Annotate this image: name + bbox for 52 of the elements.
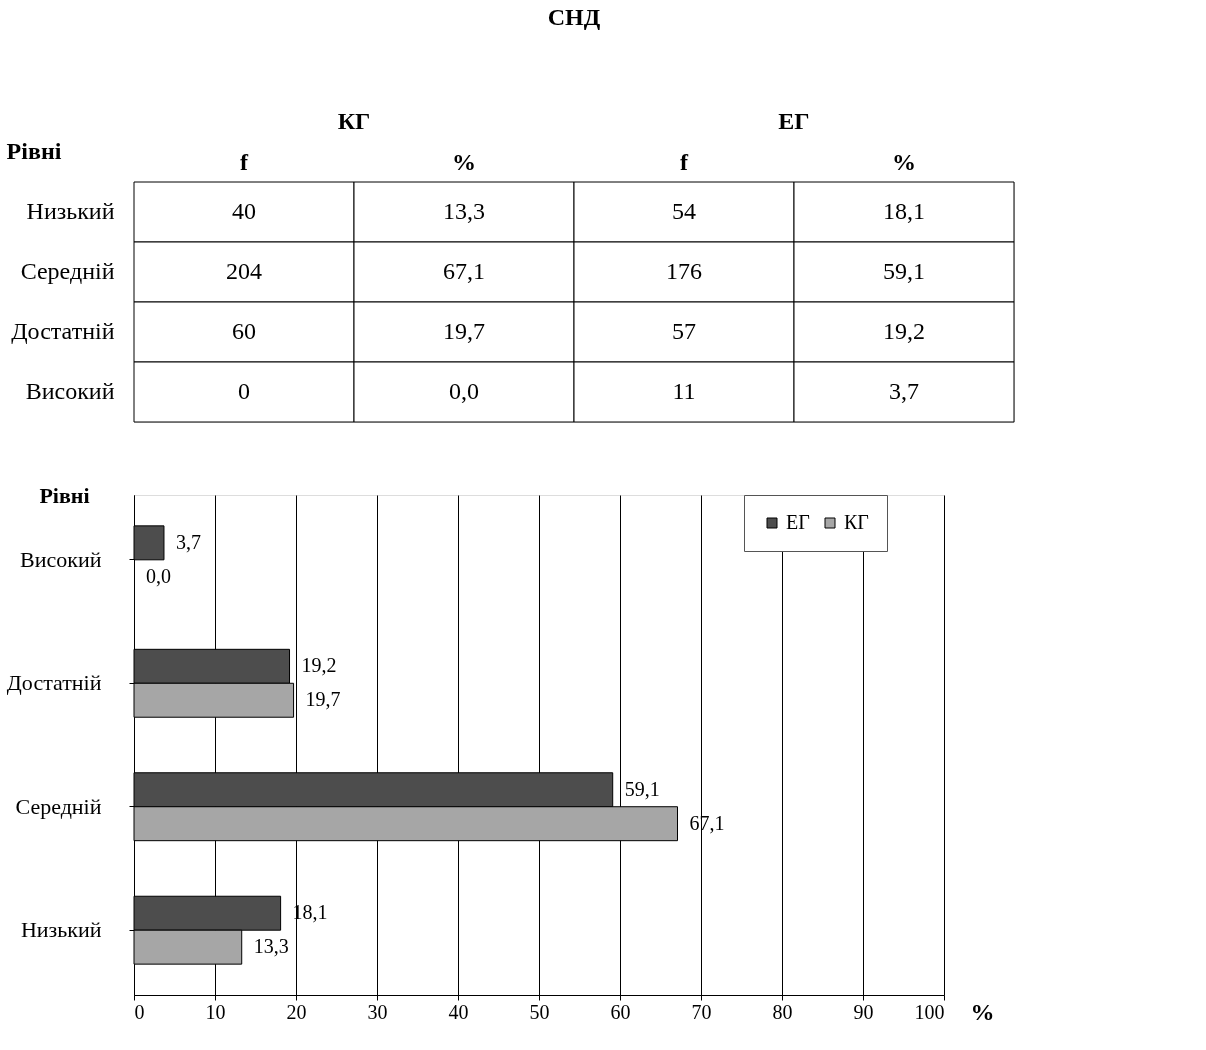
data-label: 18,1 <box>883 198 925 224</box>
x-tick-label: 40 <box>448 1000 469 1023</box>
data-label: 11 <box>672 378 696 404</box>
data-label: 204 <box>226 258 262 284</box>
data-label: 59,1 <box>624 777 660 800</box>
x-tick-label: % <box>452 148 476 175</box>
chart-title: СНД <box>547 4 601 30</box>
y-tick-label: Високий <box>25 378 115 404</box>
data-label: 0 <box>238 378 250 404</box>
y-tick-label: Середній <box>20 258 115 284</box>
y-tick-label: Низький <box>20 917 102 943</box>
data-label: 3,7 <box>889 378 919 404</box>
text: КГ <box>337 108 371 134</box>
data-label: 59,1 <box>883 258 925 284</box>
y-axis-title: Рівні <box>39 482 90 508</box>
x-tick-label: 30 <box>367 1000 388 1023</box>
x-tick-label: 90 <box>853 1000 874 1023</box>
data-label: 57 <box>672 318 696 344</box>
data-label: 54 <box>672 198 696 224</box>
data-label: 3,7 <box>175 530 201 553</box>
data-label: 0,0 <box>146 564 171 587</box>
y-tick-label: Достатній <box>11 318 115 344</box>
x-tick-label: 10 <box>205 1000 226 1023</box>
text: ЕГ <box>778 108 810 134</box>
x-tick-label: 60 <box>610 1000 631 1023</box>
x-tick-label: f <box>680 148 689 175</box>
y-tick-label: Достатній <box>6 670 102 696</box>
data-label: 19,2 <box>883 318 925 344</box>
x-tick-label: 50 <box>529 1000 550 1023</box>
data-label: 13,3 <box>443 198 485 224</box>
y-tick-label: Низький <box>26 198 115 224</box>
data-label: 19,2 <box>301 654 337 677</box>
x-tick-label: 80 <box>772 1000 793 1023</box>
y-tick-label: Високий <box>20 546 102 572</box>
data-label: 19,7 <box>305 688 341 711</box>
x-tick-label: 100 <box>914 1000 945 1023</box>
x-tick-label: 70 <box>691 1000 712 1023</box>
x-tick-label: 20 <box>286 1000 307 1023</box>
data-label: 60 <box>232 318 256 344</box>
data-label: 40 <box>232 198 256 224</box>
data-label: 67,1 <box>443 258 485 284</box>
legend-label: ЕГ <box>786 511 810 533</box>
x-tick-label: % <box>892 148 916 175</box>
data-label: 176 <box>666 258 702 284</box>
data-label: 19,7 <box>443 318 485 344</box>
data-label: 0,0 <box>449 378 479 404</box>
x-tick-label: f <box>240 148 249 175</box>
y-tick-label: Середній <box>15 793 102 819</box>
legend-label: КГ <box>844 511 869 533</box>
data-label: 13,3 <box>253 935 289 958</box>
text: Рівні <box>6 138 62 164</box>
x-tick-label: 0 <box>134 1000 145 1023</box>
